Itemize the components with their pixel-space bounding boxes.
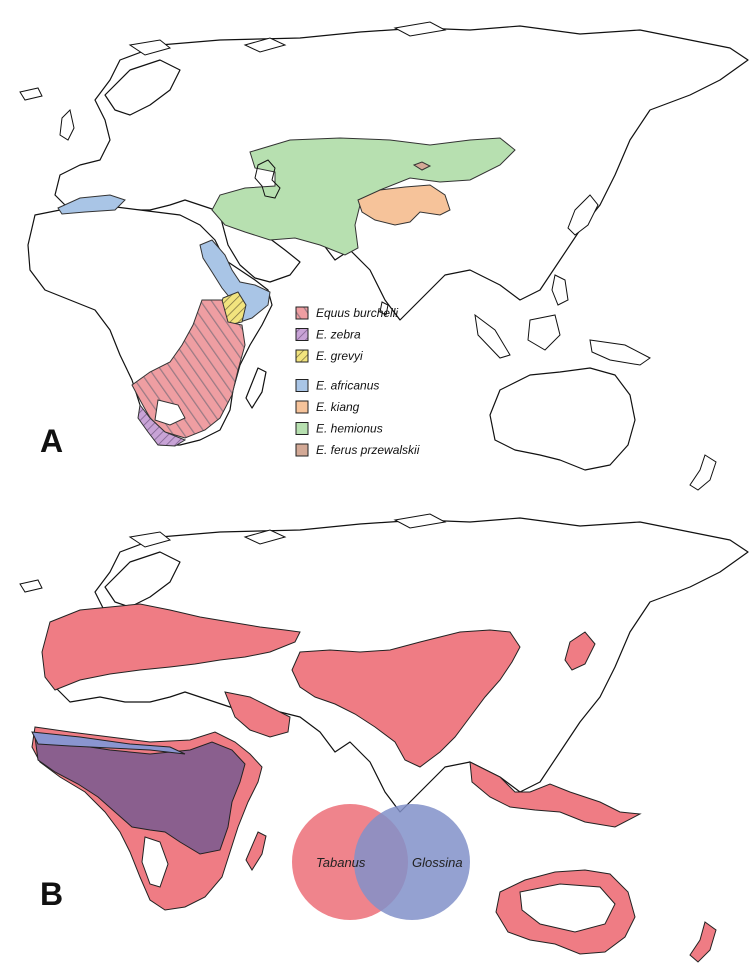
sri-lanka: [379, 301, 389, 316]
panel-b-map: [19, 513, 749, 963]
range-e-kiang: [357, 184, 451, 226]
range-e-hemionus: [211, 137, 516, 256]
legend-swatch: [295, 379, 309, 392]
range-e-africanus-nwafrica: [57, 194, 126, 215]
venn-diagram: Tabanus Glossina: [292, 804, 470, 920]
panel-label-b: B: [40, 876, 63, 912]
venn-label-glossina: Glossina: [412, 855, 463, 870]
svalbard-b: [128, 531, 172, 548]
legend-label: E. hemionus: [316, 422, 383, 436]
legend-swatch: [295, 443, 309, 457]
range-e-africanus-horn: [199, 239, 271, 323]
venn-label-tabanus: Tabanus: [316, 855, 366, 870]
iceland-b: [19, 579, 43, 593]
legend-label: Equus burchelli: [316, 306, 398, 320]
iceland: [19, 87, 43, 101]
legend-label: E. ferus przewalskii: [316, 443, 420, 457]
legend-label: E. africanus: [316, 379, 379, 393]
range-tabanus-japan: [564, 631, 596, 671]
new-zealand: [689, 454, 717, 491]
scandinavia: [104, 59, 181, 116]
great-britain: [59, 109, 75, 141]
madagascar: [245, 367, 267, 409]
legend-swatch: [295, 328, 309, 341]
legend-swatch: [295, 306, 309, 320]
australia: [489, 367, 636, 471]
legend-swatch: [295, 400, 309, 414]
philippines: [551, 274, 569, 306]
australia-interior: [519, 883, 616, 933]
range-tabanus-seasia-islands: [469, 761, 642, 828]
range-e-zebra: [137, 403, 187, 447]
japan: [567, 194, 599, 236]
legend: Equus burchelli E. zebra E. grevyi E. afric…: [295, 306, 420, 457]
legend-label: E. zebra: [316, 328, 361, 342]
legend-swatch: [295, 422, 309, 435]
novaya-zemlya: [243, 37, 287, 53]
severnaya-zemlya-b: [393, 513, 447, 529]
novaya-zemlya-b: [243, 529, 287, 545]
aral-caspian-outline: [254, 159, 281, 199]
range-burchelli-gap: [154, 399, 186, 426]
severnaya-zemlya: [393, 21, 447, 37]
venn-glossina-circle: [354, 804, 470, 920]
new-guinea: [589, 339, 651, 366]
panel-label-a: A: [40, 423, 63, 459]
panel-a-map: [19, 21, 749, 491]
range-tabanus-arabia: [224, 691, 291, 738]
range-tabanus-asia: [291, 629, 521, 768]
range-e-ferus-przewalskii: [412, 161, 432, 171]
sumatra: [474, 313, 511, 359]
legend-label: E. grevyi: [316, 349, 363, 363]
scandinavia-b: [104, 551, 181, 608]
range-tabanus-mediterranean: [41, 603, 301, 691]
borneo: [527, 314, 561, 351]
svalbard: [128, 39, 172, 56]
madagascar-b: [245, 831, 267, 871]
legend-label: E. kiang: [316, 400, 360, 414]
range-tabanus-new-zealand: [689, 921, 717, 963]
africa-kalahari-gap: [141, 836, 169, 888]
range-glossina-sahel: [31, 731, 186, 755]
legend-swatch: [295, 349, 309, 363]
